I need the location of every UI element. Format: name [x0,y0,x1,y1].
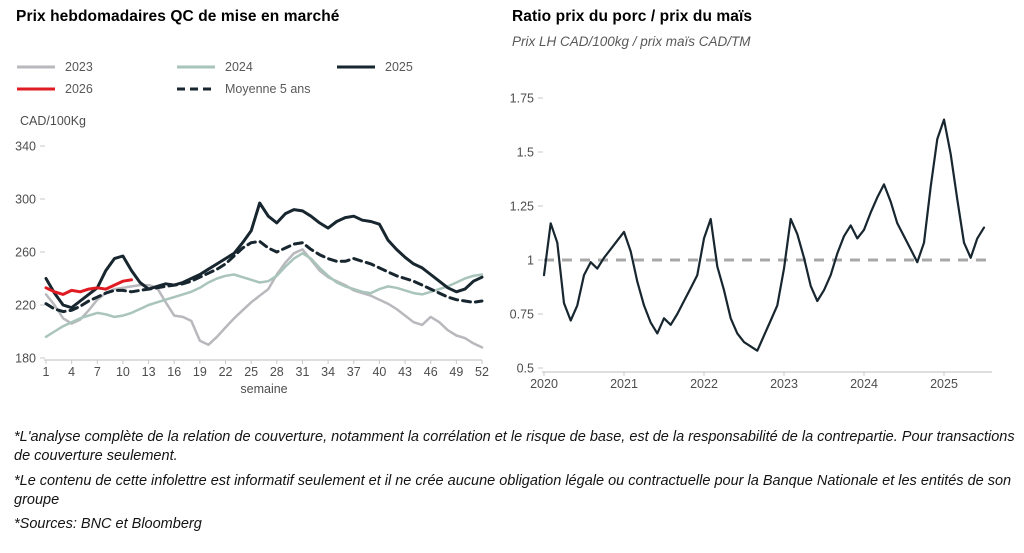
legend-label-2024: 2024 [225,60,253,74]
x-tick-label: 46 [424,365,438,379]
weekly-price-chart-title: Prix hebdomadaires QC de mise en marché [16,8,340,25]
x-tick-label: 2025 [930,377,958,391]
x-tick-label: 2020 [530,377,558,391]
x-tick-label: 25 [244,365,258,379]
x-tick-label: 2024 [850,377,878,391]
x-tick-label: 1 [43,365,50,379]
y-tick-label: 0.5 [517,362,534,376]
y-tick-label: 260 [15,246,36,260]
y-tick-label: 1.25 [510,200,534,214]
legend-label-2026: 2026 [65,82,93,96]
x-tick-label: 4 [68,365,75,379]
legend-swatch-2025 [337,65,375,69]
legend-label-2025: 2025 [385,60,413,74]
y-tick-label: 340 [15,140,36,154]
ratio-chart: 0.5 0.75 1 1.25 1.5 1.75 2020 2021 2022 2023 2024 2… [510,92,992,391]
x-tick-label: 2021 [610,377,638,391]
series-line-2025 [44,201,484,310]
series-line-ratio-porc/maïs [542,118,986,352]
footnotes: *L'analyse complète de la relation de co… [14,428,1016,539]
y-tick-label: 220 [15,299,36,313]
series-line-2023 [44,248,484,349]
x-tick-label: 13 [142,365,156,379]
legend: 2023 2024 2025 2026 Moyenne 5 ans [16,60,496,96]
x-tick-label: 37 [347,365,361,379]
x-tick-label: 34 [321,365,335,379]
y-tick-label: 300 [15,193,36,207]
x-tick-label: 10 [116,365,130,379]
series-line-2024 [44,252,484,339]
x-tick-label: 7 [94,365,101,379]
legend-item-moyenne-5-ans: Moyenne 5 ans [176,82,336,96]
x-tick-label: 43 [398,365,412,379]
x-tick-label: 31 [296,365,310,379]
series-line-2026 [44,278,133,296]
y-tick-label: 1.75 [510,92,534,106]
footnote-legal-disclaimer: *Le contenu de cette infolettre est info… [14,472,1012,508]
ratio-chart-subtitle: Prix LH CAD/100kg / prix maïs CAD/TM [512,34,751,49]
y-tick-label: 180 [15,352,36,366]
footnote-hedge-disclaimer: *L'analyse complète de la relation de co… [14,429,1015,465]
y-axis-unit-label: CAD/100Kg [20,114,87,128]
legend-item-2023: 2023 [16,60,176,74]
x-axis-title: semaine [240,382,287,396]
x-tick-label: 2022 [690,377,718,391]
legend-swatch-2026 [17,87,55,91]
legend-label-moyenne-5-ans: Moyenne 5 ans [225,82,311,96]
x-tick-label: 22 [219,365,233,379]
legend-item-2024: 2024 [176,60,336,74]
footnote-sources: *Sources: BNC et Bloomberg [14,516,202,533]
legend-swatch-2024 [177,65,215,69]
ratio-chart-title: Ratio prix du porc / prix du maïs [512,8,753,25]
y-tick-label: 1 [527,254,534,268]
x-tick-label: 40 [372,365,386,379]
y-tick-label: 0.75 [510,308,534,322]
legend-item-2026: 2026 [16,82,176,96]
legend-swatch-2023 [17,65,55,69]
x-tick-label: 19 [193,365,207,379]
legend-item-2025: 2025 [336,60,496,74]
legend-label-2023: 2023 [65,60,93,74]
x-tick-label: 52 [475,365,489,379]
series-line-moyenne-5-ans [44,239,484,314]
x-tick-label: 2023 [770,377,798,391]
legend-swatch-moyenne-5-ans [177,87,215,91]
x-tick-label: 28 [270,365,284,379]
weekly-price-chart: 180 220 260 300 340 1 4 7 10 13 16 19 22 25 28 31 34 37 40… [15,140,489,397]
x-tick-label: 49 [449,365,463,379]
y-tick-label: 1.5 [517,146,534,160]
x-tick-label: 16 [167,365,181,379]
legend-row: 2026 Moyenne 5 ans [16,82,496,96]
legend-row: 2023 2024 2025 [16,60,496,74]
